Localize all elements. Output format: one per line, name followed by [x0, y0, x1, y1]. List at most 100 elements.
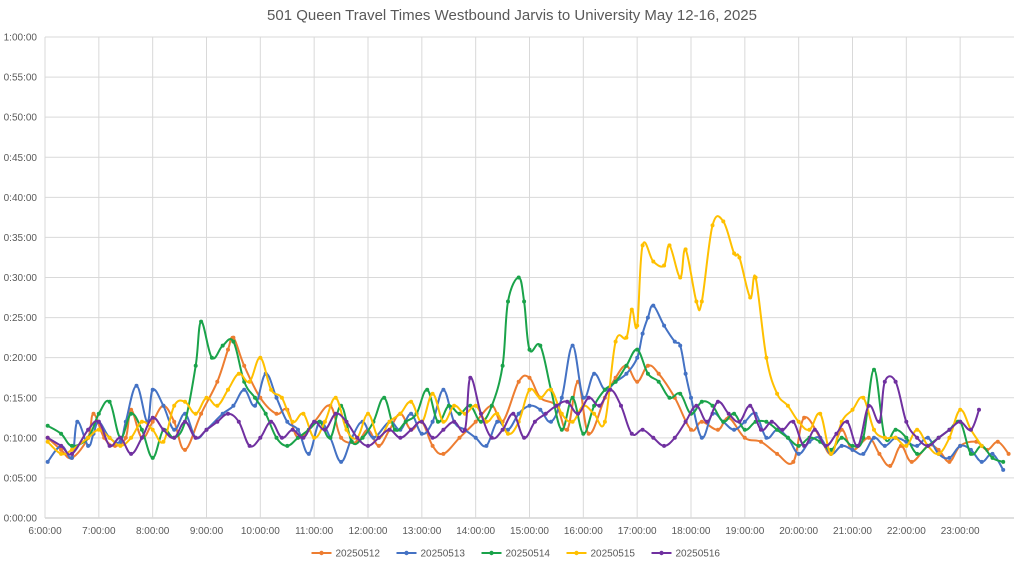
- data-point: [791, 419, 796, 424]
- data-point: [215, 403, 220, 408]
- y-tick-label: 0:05:00: [4, 473, 38, 484]
- data-point: [850, 447, 855, 452]
- data-point: [968, 427, 973, 432]
- data-point: [183, 447, 187, 452]
- data-point: [263, 411, 268, 416]
- data-point: [269, 419, 274, 424]
- data-point: [183, 419, 187, 424]
- data-point: [45, 423, 50, 428]
- data-point: [619, 403, 623, 408]
- legend-item: 20250512: [311, 549, 381, 560]
- data-point: [193, 435, 198, 440]
- data-point: [683, 371, 688, 376]
- data-point: [640, 427, 645, 432]
- data-point: [199, 319, 204, 324]
- data-point: [107, 435, 112, 440]
- data-point: [586, 395, 591, 400]
- data-point: [506, 427, 510, 432]
- x-tick-label: 13:00:00: [402, 526, 441, 537]
- data-point: [489, 435, 494, 440]
- data-point: [344, 427, 349, 432]
- data-point: [624, 371, 629, 376]
- data-point: [689, 395, 693, 400]
- data-point: [511, 411, 516, 416]
- data-point: [608, 387, 613, 392]
- data-point: [274, 435, 279, 440]
- legend-label: 20250515: [591, 549, 636, 560]
- data-point: [69, 443, 74, 448]
- chart-title: 501 Queen Travel Times Westbound Jarvis …: [267, 7, 757, 24]
- data-point: [699, 419, 704, 424]
- data-point: [161, 427, 166, 432]
- series-line: [47, 276, 1004, 463]
- data-point: [586, 431, 591, 436]
- data-point: [457, 435, 462, 440]
- legend-label: 20250516: [676, 549, 721, 560]
- data-point: [441, 387, 446, 392]
- data-point: [236, 371, 241, 376]
- data-point: [662, 263, 667, 268]
- data-point: [457, 411, 462, 416]
- data-point: [253, 403, 257, 408]
- data-point: [489, 403, 494, 408]
- data-point: [409, 399, 414, 404]
- data-point: [667, 395, 672, 400]
- legend-label: 20250512: [336, 549, 381, 560]
- data-point: [909, 459, 914, 464]
- data-point: [796, 451, 801, 456]
- data-point: [549, 419, 553, 424]
- data-point: [118, 443, 123, 448]
- data-point: [527, 387, 532, 392]
- data-point: [565, 427, 570, 432]
- legend-marker: [319, 550, 324, 556]
- data-point: [96, 427, 101, 432]
- x-tick-label: 11:00:00: [295, 526, 334, 537]
- data-point: [91, 411, 96, 416]
- data-point: [635, 323, 640, 328]
- legend-label: 20250514: [506, 549, 551, 560]
- data-point: [150, 455, 155, 460]
- data-point: [409, 427, 414, 432]
- data-point: [721, 219, 726, 224]
- data-point: [360, 435, 365, 440]
- legend-item: 20250516: [651, 549, 721, 560]
- data-point: [559, 395, 564, 400]
- data-point: [462, 427, 467, 432]
- data-point: [495, 419, 500, 424]
- y-tick-label: 0:40:00: [4, 193, 38, 204]
- data-point: [662, 443, 667, 448]
- data-point: [349, 439, 354, 444]
- data-point: [419, 419, 424, 424]
- data-point: [565, 399, 570, 404]
- data-point: [683, 247, 688, 252]
- legend-marker: [489, 550, 494, 556]
- data-point: [436, 419, 440, 424]
- data-point: [699, 399, 704, 404]
- data-point: [150, 427, 155, 432]
- data-point: [882, 435, 887, 440]
- data-point: [59, 451, 64, 456]
- data-point: [516, 275, 521, 280]
- data-point: [398, 411, 403, 416]
- data-point: [576, 411, 580, 416]
- data-point: [328, 435, 333, 440]
- data-point: [990, 455, 995, 460]
- data-point: [403, 419, 408, 424]
- x-tick-label: 8:00:00: [136, 526, 170, 537]
- data-point: [672, 339, 677, 344]
- data-point: [559, 427, 564, 432]
- data-point: [683, 419, 688, 424]
- x-tick-label: 16:00:00: [564, 526, 603, 537]
- data-point: [1006, 451, 1011, 456]
- data-point: [538, 395, 543, 400]
- data-point: [645, 363, 650, 368]
- data-point: [226, 411, 230, 416]
- data-point: [366, 443, 370, 448]
- y-tick-label: 0:15:00: [4, 393, 38, 404]
- data-point: [118, 439, 123, 444]
- data-point: [387, 419, 392, 424]
- data-point: [769, 419, 774, 424]
- x-tick-label: 7:00:00: [82, 526, 116, 537]
- data-point: [915, 427, 920, 432]
